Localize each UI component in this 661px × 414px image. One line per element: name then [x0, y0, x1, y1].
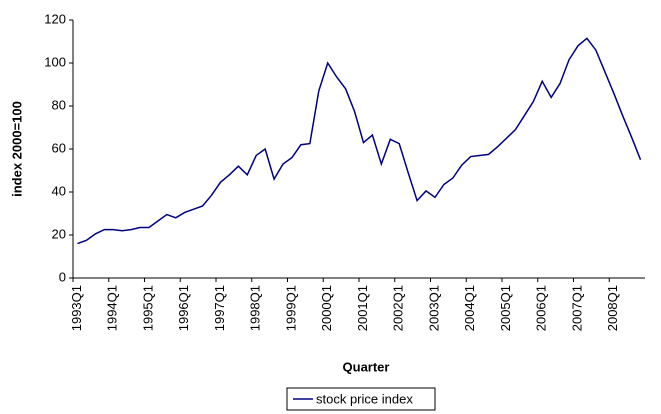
x-axis-title: Quarter [343, 359, 390, 374]
y-tick-label: 60 [52, 140, 66, 155]
x-tick-label: 1998Q1 [248, 285, 263, 331]
x-tick-label: 2007Q1 [569, 285, 584, 331]
x-tick-label: 2002Q1 [391, 285, 406, 331]
legend-label: stock price index [316, 391, 413, 406]
legend-box [286, 387, 436, 411]
x-tick-label: 1995Q1 [140, 285, 155, 331]
y-axis-title: index 2000=100 [9, 101, 24, 197]
y-tick-label: 0 [59, 269, 66, 284]
y-tick-label: 120 [44, 11, 66, 26]
x-tick-label: 2005Q1 [498, 285, 513, 331]
x-tick-label: 2008Q1 [605, 285, 620, 331]
x-tick-label: 2006Q1 [534, 285, 549, 331]
y-tick-label: 20 [52, 226, 66, 241]
x-tick-label: 2000Q1 [319, 285, 334, 331]
y-tick-label: 40 [52, 183, 66, 198]
x-tick-label: 2004Q1 [462, 285, 477, 331]
y-tick-label: 100 [44, 54, 66, 69]
x-tick-label: 2001Q1 [355, 285, 370, 331]
y-tick-label: 80 [52, 97, 66, 112]
x-tick-label: 2003Q1 [426, 285, 441, 331]
x-tick-label: 1997Q1 [212, 285, 227, 331]
x-tick-label: 1993Q1 [69, 285, 84, 331]
data-line [77, 37, 642, 245]
x-tick-label: 1996Q1 [176, 285, 191, 331]
x-tick-label: 1999Q1 [283, 285, 298, 331]
x-tick-label: 1994Q1 [105, 285, 120, 331]
